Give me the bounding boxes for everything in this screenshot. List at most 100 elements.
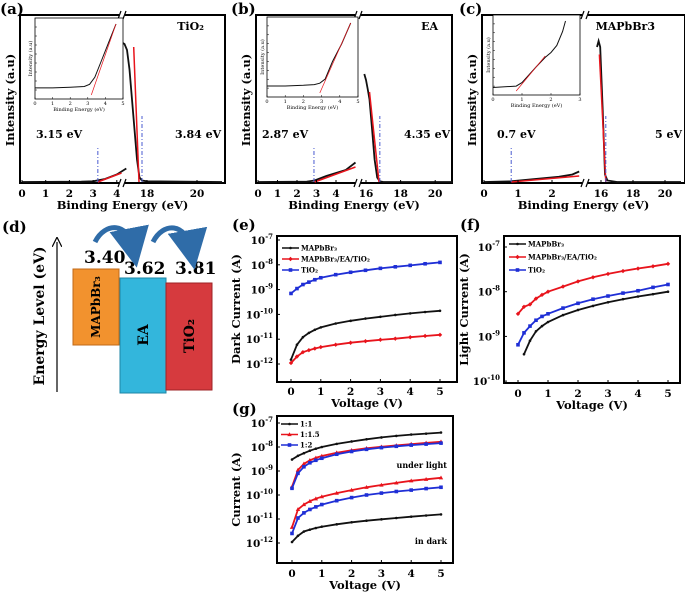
x-tick-label: 4 — [408, 568, 415, 580]
series-line — [523, 290, 669, 355]
spectrum-curve-cutoff — [363, 73, 453, 183]
fit-line-cutoff — [598, 54, 607, 183]
data-point — [439, 431, 443, 434]
spectrum-curve-low-be — [21, 167, 127, 183]
data-point — [365, 519, 368, 522]
data-point — [379, 445, 384, 450]
fit-line-cutoff — [368, 91, 380, 183]
spectrum-curve-cutoff — [596, 37, 681, 183]
x-tick-label: 4 — [407, 386, 414, 398]
data-point — [605, 271, 611, 277]
data-point — [423, 310, 427, 314]
data-point — [636, 288, 640, 293]
inset-x-tick-label: 2 — [302, 99, 305, 105]
x-tick-label: 16 — [359, 188, 374, 200]
data-point — [290, 540, 294, 544]
data-point — [301, 335, 305, 339]
x-tick-label: 3 — [377, 386, 384, 398]
inset-y-axis-label: Intensity (a.u) — [259, 39, 266, 75]
panel-label-a: (a) — [0, 0, 24, 18]
axis-break-mark — [358, 178, 363, 188]
y-tick-label: 10-8 — [251, 439, 274, 454]
x-tick-label: 1 — [318, 568, 325, 580]
inset-curve — [35, 23, 117, 89]
energy-axis-label: Energy Level (eV) — [32, 247, 48, 386]
inset-x-axis-label: Binding Energy (eV) — [511, 102, 563, 109]
inset-fit-line — [319, 22, 352, 94]
data-point — [290, 486, 294, 491]
data-point — [334, 490, 339, 495]
axis-break-gap — [582, 12, 588, 18]
data-point — [350, 440, 353, 443]
data-point — [546, 320, 550, 324]
plot-frame — [276, 235, 458, 383]
inset-x-tick-label: 1 — [51, 101, 54, 107]
data-point — [540, 314, 544, 319]
inset-x-tick-label: 4 — [338, 99, 341, 105]
legend-label: 1:2 — [300, 441, 312, 450]
data-point — [591, 297, 595, 301]
axis-break-mark — [122, 178, 127, 188]
data-point — [540, 324, 544, 328]
y-tick-label: 10-10 — [246, 487, 273, 502]
data-point — [306, 348, 312, 353]
data-point — [307, 457, 313, 462]
y-tick-label: 10-9 — [251, 282, 274, 297]
data-point — [423, 261, 427, 266]
data-point — [590, 275, 596, 280]
spectrum-curve-low-be — [257, 161, 357, 183]
data-point — [635, 266, 641, 271]
layer-bar-tio2 — [165, 282, 213, 391]
inset-x-tick-label: 3 — [578, 97, 581, 103]
data-point — [289, 358, 293, 361]
legend-entry: MAPbBr₃/EA/TiO₂ — [282, 255, 370, 264]
transfer-arrow-1-icon — [92, 224, 149, 268]
data-point — [539, 292, 545, 298]
inset-x-tick-label: 0 — [33, 101, 36, 107]
x-tick-label: 2 — [347, 386, 354, 398]
data-point — [527, 302, 533, 307]
data-point — [308, 460, 312, 465]
data-point — [380, 518, 383, 521]
data-point — [636, 295, 640, 298]
cutoff-value-label: 4.35 eV — [404, 128, 451, 141]
plot-frame — [255, 14, 453, 184]
layer-value-ea: 3.62 — [124, 259, 165, 279]
x-tick-label: 5 — [664, 388, 671, 400]
y-tick-label: 10-7 — [251, 232, 274, 247]
x-tick-label: 20 — [658, 188, 673, 200]
data-point — [320, 502, 324, 507]
data-point — [288, 268, 293, 272]
data-point — [575, 279, 581, 284]
inset-x-axis-label: Binding Energy (eV) — [53, 106, 105, 113]
data-point — [516, 342, 520, 347]
data-point — [320, 456, 324, 461]
y-tick-label: 10-11 — [246, 511, 273, 526]
layer-value-mapbbr3: 3.40 — [84, 248, 126, 268]
legend-entry: 1:1.5 — [281, 430, 320, 439]
x-tick-label: 5 — [437, 568, 444, 580]
legend-entry: MAPbBr₃ — [282, 244, 337, 253]
data-point — [606, 294, 610, 298]
data-point — [534, 318, 538, 323]
inset-x-tick-label: 5 — [356, 99, 359, 105]
data-point — [438, 260, 442, 265]
cutoff-value-label: 3.84 eV — [175, 128, 222, 141]
cutoff-value-label: 5 eV — [655, 128, 682, 141]
inset-frame — [266, 16, 359, 98]
inset-x-tick-label: 5 — [121, 101, 124, 107]
y-tick-label: 10-9 — [251, 463, 274, 478]
data-point — [424, 514, 428, 517]
data-point — [379, 491, 384, 495]
data-point — [302, 530, 306, 533]
series-MAPbBr- — [289, 309, 442, 361]
spectrum-curve-low-be — [483, 170, 580, 183]
axis-break-mark — [353, 178, 358, 188]
legend-label: MAPbBr₃ — [528, 240, 564, 249]
x-tick-label: 1 — [274, 188, 281, 200]
data-point — [515, 311, 521, 317]
inset-x-tick-label: 4 — [104, 101, 107, 107]
series-MAPbBr-EA-TiO- — [515, 261, 671, 317]
x-tick-label: 1 — [544, 388, 551, 400]
data-point — [335, 442, 339, 446]
